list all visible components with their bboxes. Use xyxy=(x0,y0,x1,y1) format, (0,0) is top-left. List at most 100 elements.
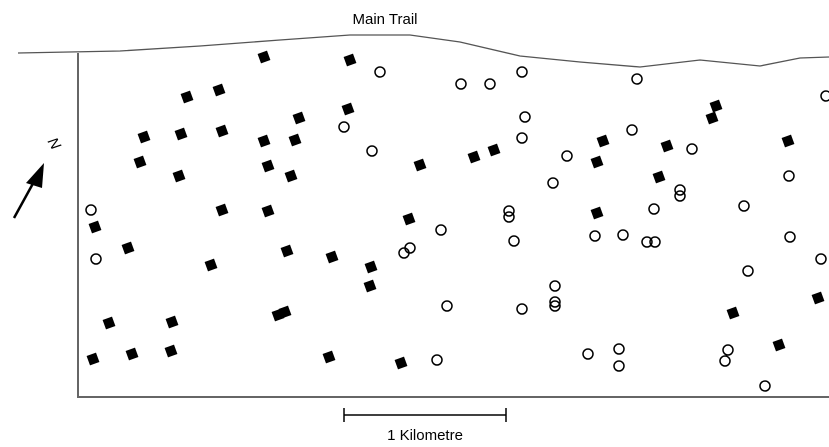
square-plot xyxy=(590,206,604,220)
square-plot xyxy=(705,111,719,125)
square-plot xyxy=(86,352,100,366)
circle-plot xyxy=(820,90,829,102)
square-plot xyxy=(726,306,740,320)
circle-plot xyxy=(503,205,515,217)
circle-plot xyxy=(759,380,771,392)
square-plot xyxy=(325,250,339,264)
square-plot xyxy=(413,158,427,172)
square-plot xyxy=(261,159,275,173)
circle-plot xyxy=(561,150,573,162)
square-plot xyxy=(343,53,357,67)
square-plot xyxy=(261,204,275,218)
circle-plot xyxy=(398,247,410,259)
square-plot xyxy=(280,244,294,258)
circle-plot xyxy=(784,231,796,243)
circle-plot xyxy=(582,348,594,360)
circle-plot xyxy=(503,211,515,223)
circle-plot xyxy=(508,235,520,247)
square-plot xyxy=(288,133,302,147)
circle-plot xyxy=(431,354,443,366)
square-plot xyxy=(165,315,179,329)
circle-plot xyxy=(516,66,528,78)
square-plot xyxy=(341,102,355,116)
square-plot xyxy=(137,130,151,144)
circle-plot xyxy=(722,344,734,356)
square-plot xyxy=(257,50,271,64)
square-plot xyxy=(363,279,377,293)
square-plot xyxy=(215,124,229,138)
square-plot xyxy=(394,356,408,370)
circle-plot xyxy=(649,236,661,248)
circle-plot xyxy=(85,204,97,216)
square-plot xyxy=(709,99,723,113)
circle-plot xyxy=(519,111,531,123)
square-plot xyxy=(596,134,610,148)
north-label: N xyxy=(44,135,64,153)
circle-plot xyxy=(738,200,750,212)
circle-plot xyxy=(783,170,795,182)
square-plot xyxy=(133,155,147,169)
square-plot xyxy=(121,241,135,255)
circle-plot xyxy=(674,190,686,202)
circle-plot xyxy=(516,132,528,144)
circle-plot xyxy=(338,121,350,133)
square-plot xyxy=(590,155,604,169)
square-plot xyxy=(102,316,116,330)
trail-label: Main Trail xyxy=(352,11,417,28)
square-plot xyxy=(125,347,139,361)
circle-plot xyxy=(719,355,731,367)
square-plot xyxy=(402,212,416,226)
circle-plot xyxy=(613,343,625,355)
boundary xyxy=(77,53,829,398)
square-plot xyxy=(322,350,336,364)
circle-plot xyxy=(547,177,559,189)
circle-plot xyxy=(617,229,629,241)
square-plot xyxy=(467,150,481,164)
square-plot xyxy=(660,139,674,153)
circle-plot xyxy=(641,236,653,248)
square-plot xyxy=(652,170,666,184)
square-plot xyxy=(180,90,194,104)
main-trail xyxy=(17,34,829,68)
square-plot xyxy=(811,291,825,305)
circle-plot xyxy=(631,73,643,85)
circle-plot xyxy=(613,360,625,372)
circle-plot xyxy=(549,300,561,312)
square-plot xyxy=(772,338,786,352)
square-plot xyxy=(278,305,292,319)
circle-plot xyxy=(648,203,660,215)
square-plot xyxy=(364,260,378,274)
circle-plot xyxy=(589,230,601,242)
scale-label: 1 Kilometre xyxy=(387,427,463,444)
square-plot xyxy=(212,83,226,97)
circle-plot xyxy=(455,78,467,90)
square-plot xyxy=(172,169,186,183)
plots xyxy=(85,50,829,392)
square-plot xyxy=(292,111,306,125)
square-plot xyxy=(88,220,102,234)
square-plot xyxy=(487,143,501,157)
square-plot xyxy=(174,127,188,141)
north-arrow xyxy=(12,163,44,219)
circle-plot xyxy=(441,300,453,312)
circle-plot xyxy=(549,296,561,308)
square-plot xyxy=(164,344,178,358)
circle-plot xyxy=(549,280,561,292)
square-plot xyxy=(284,169,298,183)
circle-plot xyxy=(366,145,378,157)
scale-bar xyxy=(343,408,507,422)
square-plot xyxy=(257,134,271,148)
circle-plot xyxy=(484,78,496,90)
circle-plot xyxy=(626,124,638,136)
circle-plot xyxy=(435,224,447,236)
square-plot xyxy=(204,258,218,272)
circle-plot xyxy=(90,253,102,265)
square-plot xyxy=(781,134,795,148)
circle-plot xyxy=(686,143,698,155)
square-plot xyxy=(215,203,229,217)
circle-plot xyxy=(374,66,386,78)
circle-plot xyxy=(516,303,528,315)
circle-plot xyxy=(742,265,754,277)
circle-plot xyxy=(674,184,686,196)
